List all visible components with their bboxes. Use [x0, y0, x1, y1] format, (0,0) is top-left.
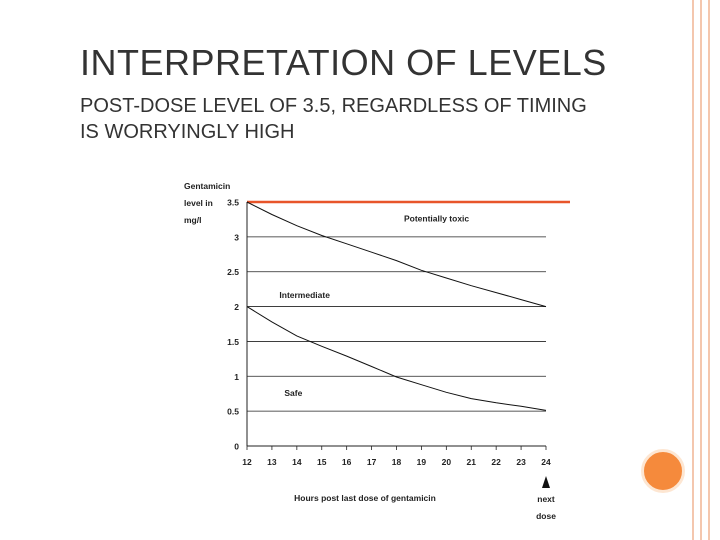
decorative-orange-circle — [641, 449, 685, 493]
x-tick-label: 22 — [491, 457, 501, 467]
y-tick-label: 2 — [234, 302, 239, 312]
x-tick-label: 24 — [541, 457, 551, 467]
x-tick-label: 12 — [242, 457, 252, 467]
x-tick-label: 13 — [267, 457, 277, 467]
y-tick-label: 2.5 — [227, 267, 239, 277]
x-tick-label: 23 — [516, 457, 526, 467]
next-dose-arrow-icon — [542, 476, 550, 488]
y-tick-label: 0 — [234, 442, 239, 452]
series-curve-1 — [246, 201, 547, 308]
region-label: Intermediate — [279, 290, 330, 300]
y-axis-label-line: level in — [184, 198, 213, 208]
region-label: Potentially toxic — [404, 214, 469, 224]
y-tick-label: 1.5 — [227, 337, 239, 347]
x-tick-label: 16 — [342, 457, 352, 467]
y-axis-label-line: Gentamicin — [184, 181, 230, 191]
slide-subtitle: POST-DOSE LEVEL OF 3.5, REGARDLESS OF TI… — [80, 93, 587, 145]
y-tick-label: 3 — [234, 232, 239, 242]
x-tick-label: 21 — [467, 457, 477, 467]
slide-border-right — [708, 0, 710, 540]
slide-title: INTERPRETATION OF LEVELS — [80, 42, 607, 83]
y-tick-label: 0.5 — [227, 407, 239, 417]
subtitle-line-1: POST-DOSE LEVEL OF 3.5, REGARDLESS OF TI… — [80, 95, 587, 117]
x-tick-label: 20 — [442, 457, 452, 467]
region-label: Safe — [284, 388, 302, 398]
y-tick-label: 3.5 — [227, 198, 239, 208]
next-dose-label-line: next — [537, 494, 555, 504]
subtitle-line-2: IS WORRYINGLY HIGH — [80, 121, 295, 143]
series-curve-2 — [246, 306, 547, 411]
slide-border-middle — [700, 0, 702, 540]
x-tick-label: 15 — [317, 457, 327, 467]
x-tick-label: 14 — [292, 457, 302, 467]
y-tick-label: 1 — [234, 372, 239, 382]
x-tick-label: 19 — [417, 457, 427, 467]
x-axis-label: Hours post last dose of gentamicin — [294, 493, 436, 503]
y-axis-label-line: mg/l — [184, 215, 201, 225]
x-tick-label: 17 — [367, 457, 377, 467]
slide-border-left — [692, 0, 694, 540]
x-tick-label: 18 — [392, 457, 402, 467]
next-dose-label-line: dose — [536, 511, 556, 521]
